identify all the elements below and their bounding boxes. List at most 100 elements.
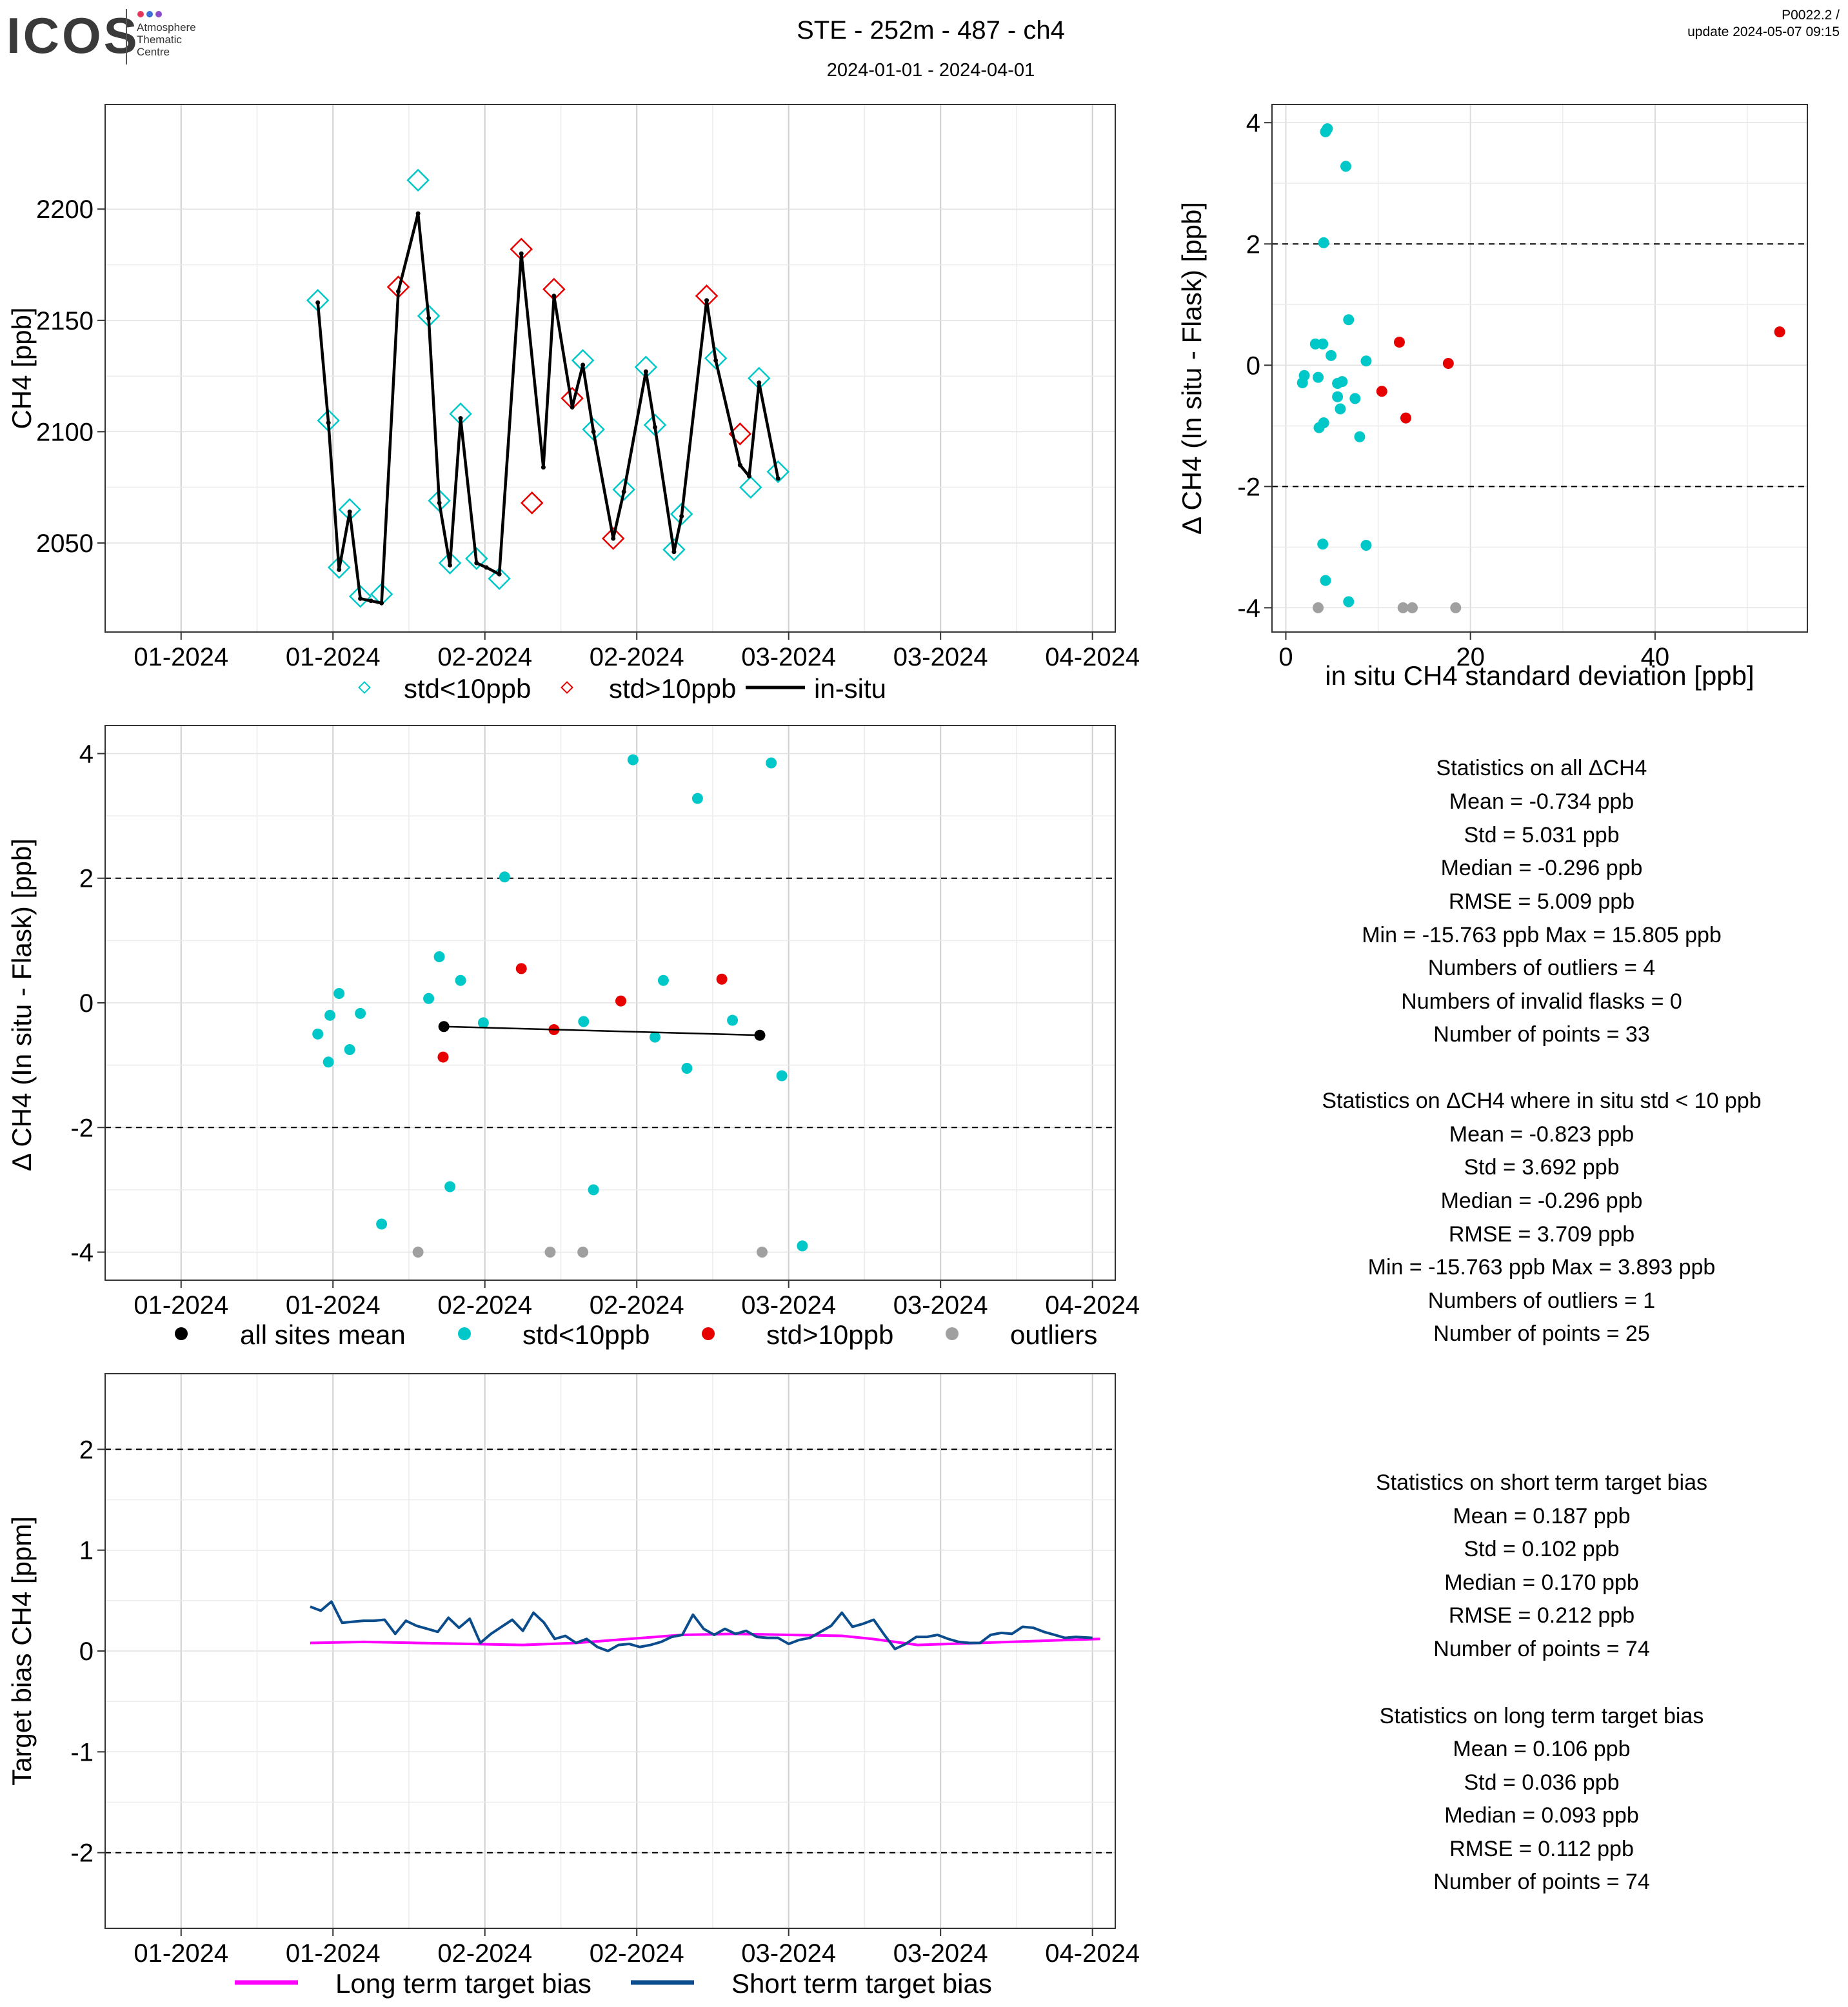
- p3-mean-point: [754, 1029, 766, 1041]
- p1-flask-lt10-point: [670, 502, 693, 526]
- p1-insitu-point: [437, 500, 442, 506]
- p1-insitu-point: [746, 473, 751, 479]
- p3-std-lt10-point: [355, 1007, 366, 1019]
- panel-delta-timeseries: 01-2024 01-2024 02-2024 02-2024 03-2024 03-20…: [6, 725, 1140, 1350]
- p1-x-tick-label: 01-2024: [134, 643, 228, 671]
- p1-flask-lt10-point: [488, 567, 511, 590]
- p3-std-lt10-point: [312, 1028, 324, 1040]
- p3-std-lt10-point: [499, 871, 510, 883]
- p2-std-lt10-point: [1343, 596, 1355, 608]
- p2-frame: [1271, 104, 1808, 633]
- p3-std-lt10-point: [649, 1031, 661, 1043]
- p1-insitu-point: [621, 489, 626, 495]
- p3-x-tick-label: 04-2024: [1045, 1291, 1140, 1320]
- p4-plot: [105, 1448, 1115, 1854]
- p1-flask-lt10-point: [612, 478, 635, 501]
- p2-x-tick-label: 40: [1641, 643, 1670, 671]
- logo-sub-3: Centre: [137, 46, 170, 58]
- p1-legend-std-gt10: std>10ppb: [609, 673, 736, 704]
- p2-xlabel: in situ CH4 standard deviation [ppb]: [1325, 660, 1754, 691]
- p3-std-lt10-point: [657, 974, 669, 986]
- p1-insitu-point: [497, 571, 502, 577]
- p2-std-lt10-point: [1354, 431, 1366, 442]
- p2-outlier-point: [1407, 602, 1418, 613]
- p3-std-lt10-point: [344, 1043, 355, 1055]
- stats-short-line: RMSE = 0.212 ppb: [1449, 1603, 1634, 1628]
- p3-y-tick-label: 4: [79, 740, 94, 768]
- icos-logo: ICOS Atmosphere Thematic Centre: [6, 7, 196, 64]
- logo-dot-red: [137, 11, 144, 17]
- p3-y-tick-label: -4: [70, 1239, 94, 1267]
- p1-x-tick-label: 02-2024: [590, 643, 684, 671]
- p1-flask-lt10-point: [582, 418, 605, 441]
- p3-std-lt10-point: [727, 1014, 739, 1026]
- page-title: STE - 252m - 487 - ch4: [797, 16, 1065, 44]
- logo-dot-blue: [146, 11, 153, 17]
- stats-lt10-line: Numbers of outliers = 1: [1428, 1289, 1655, 1313]
- p3-x-tick-label: 03-2024: [893, 1291, 988, 1320]
- p2-std-lt10-point: [1349, 393, 1361, 404]
- p3-plot: [105, 754, 1115, 1258]
- p4-legend-long: Long term target bias: [335, 1968, 591, 1999]
- p3-legend-mean-marker: [175, 1327, 188, 1340]
- p3-x-tick-label: 02-2024: [437, 1291, 532, 1320]
- page-subtitle: 2024-01-01 - 2024-04-01: [827, 60, 1035, 81]
- p2-outlier-point: [1450, 602, 1462, 613]
- p2-std-lt10-point: [1340, 161, 1351, 172]
- p2-std-lt10-point: [1360, 355, 1372, 367]
- p1-insitu-point: [591, 429, 596, 434]
- panel-target-bias: 01-2024 01-2024 02-2024 02-2024 03-2024 03-20…: [6, 1373, 1140, 1999]
- stats-lt10-title: Statistics on ΔCH4 where in situ std < 1…: [1322, 1089, 1761, 1113]
- p1-x-tick-label: 02-2024: [437, 643, 532, 671]
- logo-sub-1: Atmosphere: [137, 21, 196, 34]
- stats-lt10-line: Mean = -0.823 ppb: [1449, 1122, 1634, 1147]
- p2-outlier-point: [1397, 602, 1409, 613]
- p2-y-tick-label: -2: [1237, 473, 1260, 501]
- p1-insitu-point: [581, 362, 586, 368]
- p1-insitu-point: [326, 420, 331, 426]
- stats-all-line: Numbers of outliers = 4: [1428, 956, 1655, 980]
- p1-legend-std-lt10: std<10ppb: [404, 673, 531, 704]
- p2-y-tick-label: 2: [1246, 230, 1260, 259]
- p1-y-tick-label: 2100: [36, 418, 94, 446]
- p2-std-lt10-point: [1318, 237, 1329, 248]
- p1-insitu-point: [358, 596, 363, 601]
- p2-outlier-point: [1313, 602, 1324, 613]
- p1-insitu-point: [347, 509, 352, 515]
- p3-x-tick-label: 01-2024: [286, 1291, 381, 1320]
- p2-std-lt10-point: [1320, 575, 1331, 586]
- p1-insitu-point: [474, 560, 479, 566]
- p2-ylabel: Δ CH4 (In situ - Flask) [ppb]: [1177, 202, 1207, 535]
- p3-std-lt10-point: [324, 1009, 336, 1021]
- p2-std-gt10-point: [1400, 412, 1411, 424]
- p3-std-gt10-point: [515, 963, 527, 974]
- logo-sub-2: Thematic: [137, 34, 182, 46]
- stats-long-line: Std = 0.036 ppb: [1464, 1770, 1619, 1795]
- p1-grid: [105, 104, 1115, 632]
- p1-insitu-point: [315, 300, 321, 305]
- p3-std-lt10-point: [333, 988, 345, 1000]
- stats-all-line: Std = 5.031 ppb: [1464, 823, 1619, 847]
- p4-y-tick-label: 2: [79, 1436, 94, 1464]
- stats-short-line: Mean = 0.187 ppb: [1453, 1504, 1630, 1528]
- p4-x-tick-label: 01-2024: [134, 1939, 228, 1968]
- p2-axes: 0 20 40 -4 -2 0 2 4: [1237, 109, 1669, 671]
- p3-mean-point: [438, 1021, 450, 1033]
- stats-all-line: Number of points = 33: [1433, 1022, 1649, 1047]
- stats-all-line: Median = -0.296 ppb: [1441, 856, 1643, 880]
- p4-legend-short: Short term target bias: [731, 1968, 992, 1999]
- p2-std-lt10-point: [1360, 540, 1372, 551]
- p1-insitu-point: [541, 465, 546, 470]
- logo-text: ICOS: [6, 7, 140, 64]
- p2-y-tick-label: 4: [1246, 109, 1260, 137]
- p1-insitu-point: [379, 600, 384, 606]
- stats-long-title: Statistics on long term target bias: [1380, 1704, 1704, 1728]
- p1-ylabel: CH4 [ppb]: [6, 307, 37, 429]
- logo-dot-purple: [155, 11, 162, 17]
- stats-lt10-line: Min = -15.763 ppb Max = 3.893 ppb: [1368, 1255, 1716, 1280]
- p2-std-lt10-point: [1326, 350, 1337, 361]
- p1-insitu-point: [395, 289, 401, 294]
- stats-long-line: Mean = 0.106 ppb: [1453, 1737, 1630, 1761]
- p1-flask-lt10-point: [327, 556, 351, 579]
- p3-legend-lt10: std<10ppb: [522, 1320, 650, 1350]
